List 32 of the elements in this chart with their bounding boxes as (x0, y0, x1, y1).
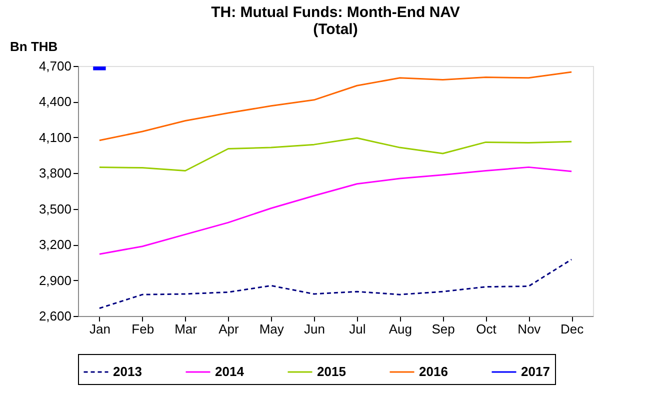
x-tick-label: Aug (388, 322, 412, 336)
x-tick-label: Jul (349, 322, 366, 336)
x-tick-label: Apr (218, 322, 240, 336)
legend-label: 2016 (419, 364, 448, 379)
text: (Total) (313, 21, 358, 38)
y-tick-label: 4,100 (38, 130, 72, 145)
x-tick-label: Feb (132, 322, 154, 336)
x-tick-label: Jun (304, 322, 326, 336)
y-tick-label: 2,900 (38, 272, 72, 288)
x-tick-label: Mar (174, 322, 198, 336)
line-series (98, 166, 572, 255)
legend-label: 2015 (317, 364, 346, 379)
x-tick-label: Oct (476, 322, 497, 336)
y-tick-label: 3,500 (38, 201, 72, 216)
x-tick-label: Nov (518, 322, 542, 336)
y-tick-label: 4,400 (38, 94, 72, 110)
x-tick-label: Jan (89, 322, 110, 336)
line-series (98, 137, 572, 172)
legend-label: 2013 (113, 364, 142, 379)
x-tick-label: Dec (560, 322, 584, 336)
y-tick-label: 3,800 (38, 166, 72, 181)
legend-label: 2017 (521, 364, 550, 379)
x-tick-label: Sep (432, 322, 455, 336)
legend-label: 2014 (215, 364, 245, 379)
y-axis-title: Bn THB (10, 39, 58, 54)
text: TH: Mutual Funds: Month-End NAV (211, 4, 460, 21)
y-tick-label: 4,700 (38, 58, 72, 74)
x-tick-label: May (259, 322, 284, 336)
line-series (98, 71, 572, 142)
y-tick-label: 3,200 (38, 237, 72, 252)
line-series (98, 258, 572, 310)
y-tick-label: 2,600 (38, 308, 72, 324)
